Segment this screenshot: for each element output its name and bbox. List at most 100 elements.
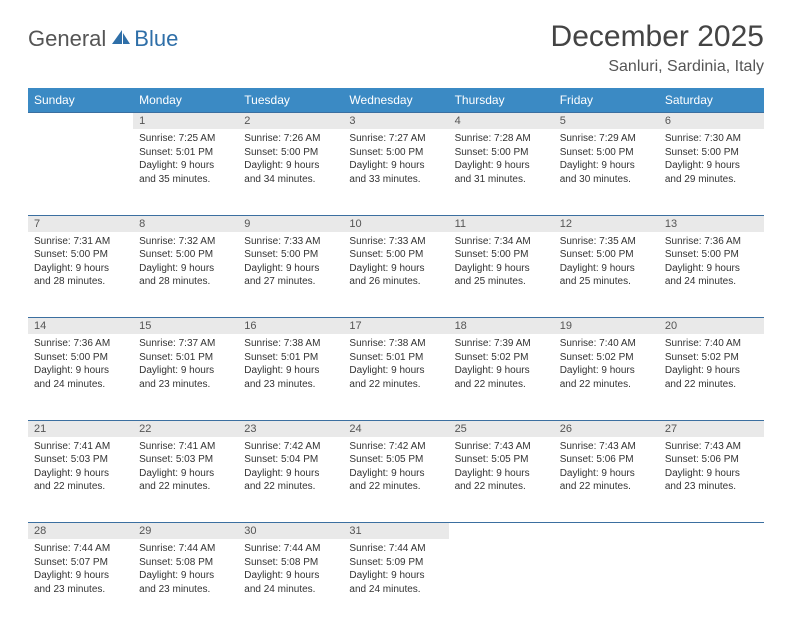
day-cell-content: Sunrise: 7:34 AMSunset: 5:00 PMDaylight:… — [449, 232, 554, 295]
sunrise-text: Sunrise: 7:40 AM — [665, 337, 758, 351]
day-cell: Sunrise: 7:44 AMSunset: 5:08 PMDaylight:… — [133, 539, 238, 625]
day-number-cell: 20 — [659, 318, 764, 335]
day-cell — [554, 539, 659, 625]
day-cell-content: Sunrise: 7:29 AMSunset: 5:00 PMDaylight:… — [554, 129, 659, 192]
day-data-row: Sunrise: 7:41 AMSunset: 5:03 PMDaylight:… — [28, 437, 764, 523]
day-cell-content: Sunrise: 7:43 AMSunset: 5:06 PMDaylight:… — [659, 437, 764, 500]
day-number-cell: 10 — [343, 215, 448, 232]
day-number-row: 78910111213 — [28, 215, 764, 232]
daylight-text-1: Daylight: 9 hours — [349, 569, 442, 583]
day-cell-content: Sunrise: 7:44 AMSunset: 5:08 PMDaylight:… — [238, 539, 343, 602]
day-number-cell: 4 — [449, 113, 554, 130]
daylight-text-2: and 22 minutes. — [665, 378, 758, 392]
day-cell: Sunrise: 7:33 AMSunset: 5:00 PMDaylight:… — [238, 232, 343, 318]
sunset-text: Sunset: 5:02 PM — [560, 351, 653, 365]
sunrise-text: Sunrise: 7:40 AM — [560, 337, 653, 351]
sunset-text: Sunset: 5:00 PM — [349, 146, 442, 160]
day-cell: Sunrise: 7:37 AMSunset: 5:01 PMDaylight:… — [133, 334, 238, 420]
sunrise-text: Sunrise: 7:43 AM — [665, 440, 758, 454]
daylight-text-2: and 29 minutes. — [665, 173, 758, 187]
sunrise-text: Sunrise: 7:41 AM — [34, 440, 127, 454]
daylight-text-1: Daylight: 9 hours — [139, 159, 232, 173]
sunrise-text: Sunrise: 7:41 AM — [139, 440, 232, 454]
day-number-cell — [449, 523, 554, 540]
sunset-text: Sunset: 5:00 PM — [349, 248, 442, 262]
day-cell: Sunrise: 7:39 AMSunset: 5:02 PMDaylight:… — [449, 334, 554, 420]
daylight-text-2: and 24 minutes. — [34, 378, 127, 392]
sunset-text: Sunset: 5:00 PM — [455, 248, 548, 262]
day-cell-content: Sunrise: 7:43 AMSunset: 5:05 PMDaylight:… — [449, 437, 554, 500]
sunrise-text: Sunrise: 7:44 AM — [139, 542, 232, 556]
sunset-text: Sunset: 5:03 PM — [34, 453, 127, 467]
sunrise-text: Sunrise: 7:34 AM — [455, 235, 548, 249]
sunrise-text: Sunrise: 7:28 AM — [455, 132, 548, 146]
day-data-row: Sunrise: 7:31 AMSunset: 5:00 PMDaylight:… — [28, 232, 764, 318]
day-cell-content: Sunrise: 7:39 AMSunset: 5:02 PMDaylight:… — [449, 334, 554, 397]
daylight-text-1: Daylight: 9 hours — [349, 467, 442, 481]
day-cell: Sunrise: 7:43 AMSunset: 5:06 PMDaylight:… — [659, 437, 764, 523]
day-number-cell: 26 — [554, 420, 659, 437]
sunset-text: Sunset: 5:06 PM — [560, 453, 653, 467]
sunrise-text: Sunrise: 7:25 AM — [139, 132, 232, 146]
day-number-cell: 29 — [133, 523, 238, 540]
daylight-text-1: Daylight: 9 hours — [665, 467, 758, 481]
sunrise-text: Sunrise: 7:36 AM — [665, 235, 758, 249]
sunrise-text: Sunrise: 7:27 AM — [349, 132, 442, 146]
day-header: Monday — [133, 88, 238, 113]
day-cell-content: Sunrise: 7:26 AMSunset: 5:00 PMDaylight:… — [238, 129, 343, 192]
sunrise-text: Sunrise: 7:43 AM — [455, 440, 548, 454]
daylight-text-1: Daylight: 9 hours — [349, 262, 442, 276]
daylight-text-1: Daylight: 9 hours — [455, 467, 548, 481]
sunrise-text: Sunrise: 7:36 AM — [34, 337, 127, 351]
daylight-text-1: Daylight: 9 hours — [244, 364, 337, 378]
day-number-cell — [28, 113, 133, 130]
day-number-cell: 30 — [238, 523, 343, 540]
daylight-text-2: and 26 minutes. — [349, 275, 442, 289]
daylight-text-2: and 22 minutes. — [244, 480, 337, 494]
day-number-cell — [659, 523, 764, 540]
day-number-cell: 15 — [133, 318, 238, 335]
sunrise-text: Sunrise: 7:26 AM — [244, 132, 337, 146]
daylight-text-2: and 24 minutes. — [244, 583, 337, 597]
daylight-text-2: and 31 minutes. — [455, 173, 548, 187]
sunset-text: Sunset: 5:00 PM — [244, 248, 337, 262]
day-number-cell: 6 — [659, 113, 764, 130]
day-number-cell: 8 — [133, 215, 238, 232]
daylight-text-2: and 22 minutes. — [560, 378, 653, 392]
sunset-text: Sunset: 5:02 PM — [455, 351, 548, 365]
sunset-text: Sunset: 5:00 PM — [34, 248, 127, 262]
sunset-text: Sunset: 5:01 PM — [349, 351, 442, 365]
sunset-text: Sunset: 5:01 PM — [244, 351, 337, 365]
day-header: Wednesday — [343, 88, 448, 113]
daylight-text-2: and 28 minutes. — [139, 275, 232, 289]
sunrise-text: Sunrise: 7:33 AM — [244, 235, 337, 249]
day-number-cell: 13 — [659, 215, 764, 232]
daylight-text-2: and 23 minutes. — [139, 583, 232, 597]
sunset-text: Sunset: 5:03 PM — [139, 453, 232, 467]
daylight-text-1: Daylight: 9 hours — [34, 262, 127, 276]
logo-text-general: General — [28, 26, 106, 52]
sunrise-text: Sunrise: 7:35 AM — [560, 235, 653, 249]
daylight-text-1: Daylight: 9 hours — [349, 159, 442, 173]
daylight-text-2: and 23 minutes. — [665, 480, 758, 494]
sunset-text: Sunset: 5:08 PM — [244, 556, 337, 570]
daylight-text-1: Daylight: 9 hours — [34, 364, 127, 378]
day-header: Tuesday — [238, 88, 343, 113]
day-cell-content: Sunrise: 7:36 AMSunset: 5:00 PMDaylight:… — [659, 232, 764, 295]
day-number-cell: 9 — [238, 215, 343, 232]
day-cell-content: Sunrise: 7:40 AMSunset: 5:02 PMDaylight:… — [659, 334, 764, 397]
day-number-cell: 18 — [449, 318, 554, 335]
day-number-cell: 2 — [238, 113, 343, 130]
day-cell-content: Sunrise: 7:41 AMSunset: 5:03 PMDaylight:… — [133, 437, 238, 500]
daylight-text-2: and 30 minutes. — [560, 173, 653, 187]
day-cell: Sunrise: 7:33 AMSunset: 5:00 PMDaylight:… — [343, 232, 448, 318]
day-cell-content: Sunrise: 7:35 AMSunset: 5:00 PMDaylight:… — [554, 232, 659, 295]
daylight-text-1: Daylight: 9 hours — [455, 364, 548, 378]
daylight-text-2: and 23 minutes. — [34, 583, 127, 597]
sunrise-text: Sunrise: 7:44 AM — [349, 542, 442, 556]
day-data-row: Sunrise: 7:25 AMSunset: 5:01 PMDaylight:… — [28, 129, 764, 215]
sunset-text: Sunset: 5:07 PM — [34, 556, 127, 570]
header: General Blue December 2025 Sanluri, Sard… — [28, 20, 764, 76]
daylight-text-1: Daylight: 9 hours — [455, 262, 548, 276]
sunrise-text: Sunrise: 7:37 AM — [139, 337, 232, 351]
